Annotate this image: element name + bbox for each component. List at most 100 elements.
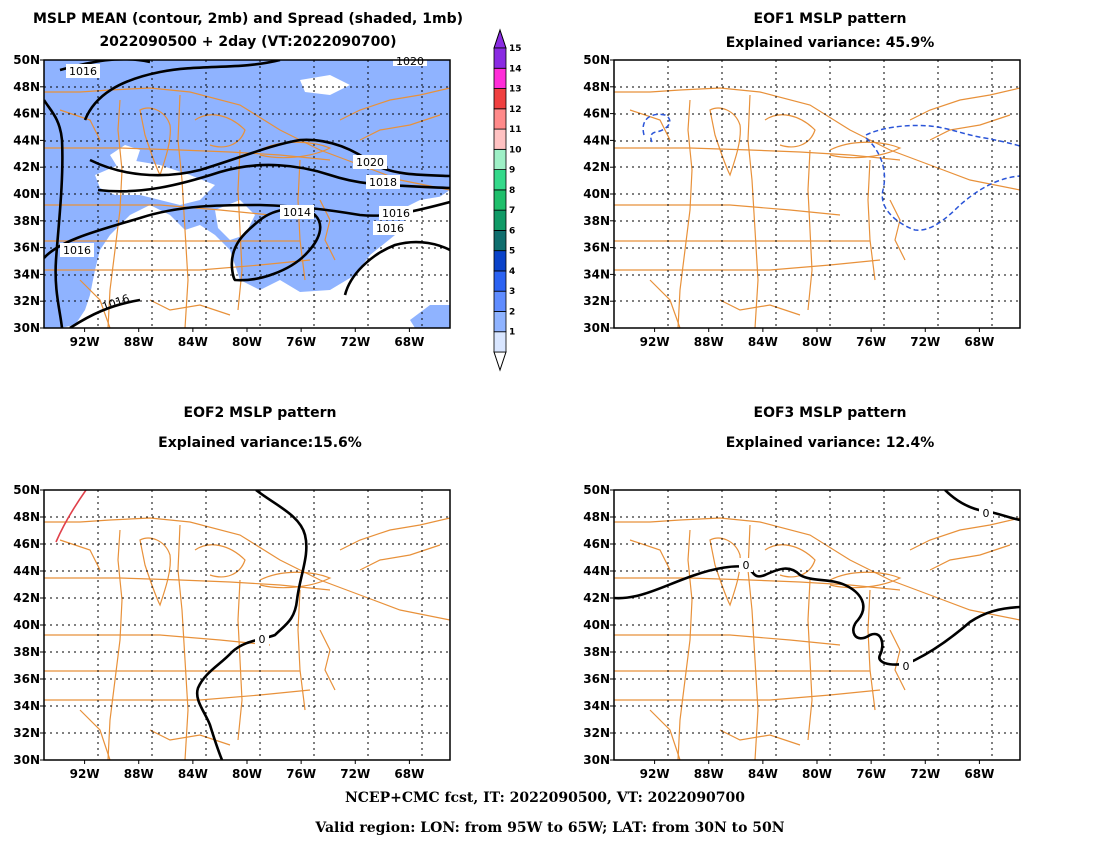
lat-tick-label: 48N [13,510,40,524]
colorbar-swatch [493,189,507,211]
lat-tick-label: 42N [13,591,40,605]
lon-tick-label: 76W [286,335,316,349]
contour-label: 0 [983,507,990,520]
spread-shading [44,60,450,328]
contour-label: 1018 [369,176,397,189]
colorbar-high-arrow [493,28,507,49]
eof2-panel-subtitle: Explained variance:15.6% [158,435,362,451]
lat-tick-label: 46N [13,107,40,121]
lon-tick-label: 72W [340,335,370,349]
mean-axis-ticks: 30N 32N 34N 36N 38N 40N 42N 44N 46N 48N 50N 92W 88W 8… [13,53,424,349]
colorbar-swatch [493,250,507,272]
eof1-axis-ticks: 30N 32N 34N 36N 38N 40N 42N 44N 46N 48N 50N 92W 88W 8… [583,53,994,349]
lon-tick-label: 92W [70,767,100,781]
colorbar-swatch [493,169,507,191]
lat-tick-label: 50N [583,53,610,67]
contour-label: 0 [259,633,266,646]
colorbar-label: 3 [509,287,515,297]
lon-tick-label: 76W [856,335,886,349]
lat-tick-label: 50N [13,53,40,67]
lat-tick-label: 46N [13,537,40,551]
eof3-panel-subtitle: Explained variance: 12.4% [726,435,935,451]
lat-tick-label: 48N [583,80,610,94]
lon-tick-label: 84W [748,767,778,781]
mean-panel-title: MSLP MEAN (contour, 2mb) and Spread (sha… [33,11,463,27]
footer-forecast-info: NCEP+CMC fcst, IT: 2022090500, VT: 20220… [345,790,745,806]
contour-label: 1014 [283,206,311,219]
lat-tick-label: 40N [583,187,610,201]
lon-tick-label: 68W [964,767,994,781]
colorbar-swatch [493,148,507,170]
lat-tick-label: 38N [583,645,610,659]
contour-label: 0 [743,559,750,572]
mean-panel-subtitle: 2022090500 + 2day (VT:2022090700) [99,34,396,50]
eof1-panel-subtitle: Explained variance: 45.9% [726,35,935,51]
eof2-panel-title: EOF2 MSLP pattern [184,405,337,421]
contour-label-bg [899,659,913,673]
lon-tick-label: 76W [856,767,886,781]
lon-tick-label: 80W [232,767,262,781]
footer-valid-region: Valid region: LON: from 95W to 65W; LAT:… [314,820,784,836]
contour-label-bg [739,558,753,572]
lat-tick-label: 30N [13,753,40,767]
lat-tick-label: 40N [13,187,40,201]
colorbar-swatch [493,128,507,150]
lon-tick-label: 72W [340,767,370,781]
lat-tick-label: 46N [583,107,610,121]
lon-tick-label: 92W [640,767,670,781]
lat-tick-label: 42N [13,160,40,174]
lat-tick-label: 48N [583,510,610,524]
eof2-axis-ticks: 30N 32N 34N 36N 38N 40N 42N 44N 46N 48N 50N 92W 88W 8… [13,483,424,781]
eof2-boundaries [44,517,450,760]
lat-tick-label: 44N [583,133,610,147]
colorbar-label: 9 [509,166,515,176]
lon-tick-label: 68W [964,335,994,349]
lat-tick-label: 50N [583,483,610,497]
colorbar-swatch [493,88,507,110]
mean-map-panel: 1016 1020 1020 1018 1016 1016 1014 1016 … [13,53,451,349]
lat-tick-label: 46N [583,537,610,551]
colorbar-label: 8 [509,186,515,196]
contour-label: 1020 [396,55,424,68]
colorbar-label: 15 [509,44,522,54]
lat-tick-label: 38N [583,214,610,228]
colorbar-swatch [493,290,507,312]
lat-tick-label: 32N [13,726,40,740]
contour-label: 1016 [376,222,404,235]
lon-tick-label: 80W [802,767,832,781]
lat-tick-label: 36N [13,241,40,255]
colorbar-swatch [493,47,507,69]
colorbar-label: 4 [509,267,515,277]
lat-tick-label: 32N [13,294,40,308]
colorbar-label: 13 [509,85,522,95]
colorbar-label: 7 [509,206,515,216]
lon-tick-label: 84W [178,335,208,349]
contour-label: 1016 [63,244,91,257]
colorbar-label: 6 [509,226,515,236]
contour-label-bg [255,632,269,646]
colorbar-low-arrow [493,351,507,372]
lat-tick-label: 40N [583,618,610,632]
lon-tick-label: 92W [70,335,100,349]
eof2-map-panel: 0 30N 32N 34N 36N 38N 40N 42N 44N 46N 48N 50N 92W 88… [13,483,451,781]
eof2-gridlines [44,490,450,760]
eof1-panel-title: EOF1 MSLP pattern [754,11,907,27]
lat-tick-label: 44N [13,133,40,147]
colorbar-label: 12 [509,105,522,115]
lat-tick-label: 42N [583,160,610,174]
lat-tick-label: 34N [13,267,40,281]
eof1-gridlines [614,60,1020,328]
mean-gridlines [44,60,450,328]
lat-tick-label: 36N [583,241,610,255]
contour-label: 1020 [356,156,384,169]
colorbar-swatch [493,229,507,252]
lon-tick-label: 88W [694,335,724,349]
lon-tick-label: 88W [124,335,154,349]
colorbar-swatch [493,311,507,333]
lat-tick-label: 42N [583,591,610,605]
lon-tick-label: 72W [910,767,940,781]
lat-tick-label: 34N [13,699,40,713]
lon-tick-label: 84W [748,335,778,349]
